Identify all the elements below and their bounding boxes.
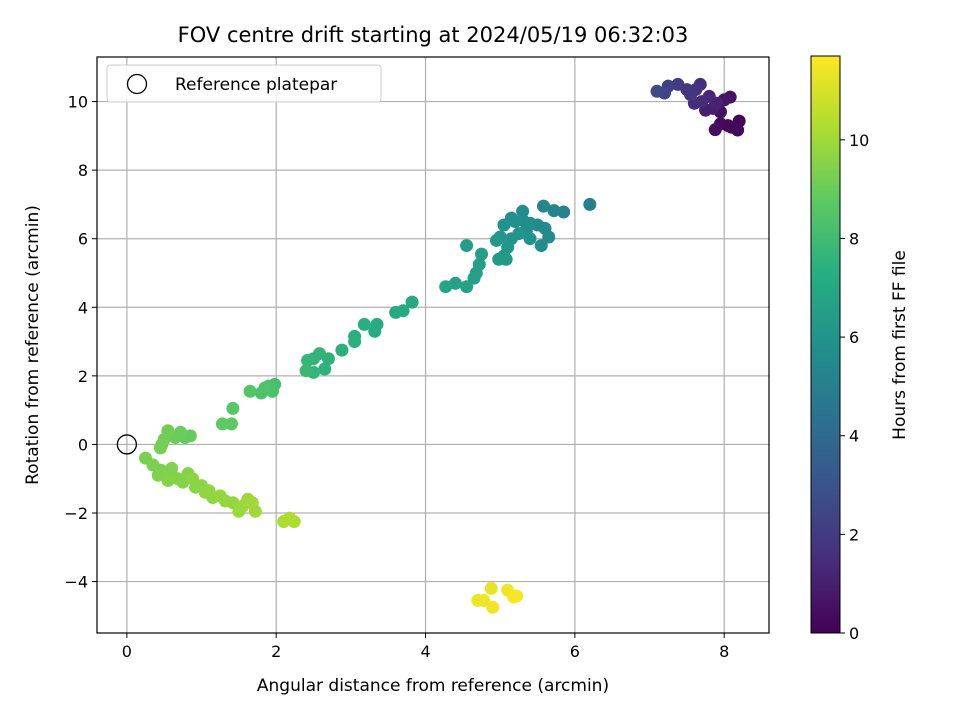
data-point [725, 120, 739, 134]
data-point [405, 295, 419, 309]
x-tick-label: 2 [271, 642, 281, 661]
y-tick-label: −4 [64, 573, 88, 592]
data-point [510, 589, 524, 603]
colorbar-tick-label: 0 [849, 624, 859, 643]
data-point [348, 335, 362, 349]
data-point [583, 197, 597, 211]
data-point [547, 204, 561, 218]
data-point [671, 77, 685, 91]
data-point [499, 252, 513, 266]
colorbar-tick-label: 2 [849, 525, 859, 544]
data-point [215, 417, 229, 431]
data-point [708, 123, 722, 137]
data-point [389, 305, 403, 319]
data-point [299, 364, 313, 378]
plot-frame [96, 56, 770, 634]
data-point [153, 441, 167, 455]
colorbar-label: Hours from first FF file [890, 250, 910, 440]
data-point [486, 600, 500, 614]
data-point [460, 280, 474, 294]
legend-marker-icon [126, 73, 148, 95]
data-point [301, 353, 315, 367]
colorbar-tick-label: 8 [849, 229, 859, 248]
data-point [538, 221, 552, 235]
colorbar-tick-label: 10 [849, 131, 869, 150]
data-point [484, 581, 498, 595]
legend-entry-label: Reference platepar [175, 75, 337, 95]
colorbar-tick-label: 4 [849, 427, 859, 446]
colorbar-gradient [810, 55, 841, 634]
legend: Reference platepar [106, 64, 382, 103]
y-tick-label: 2 [78, 367, 88, 386]
data-point [537, 199, 551, 213]
data-point [248, 504, 262, 518]
data-point [335, 343, 349, 357]
data-point [439, 280, 453, 294]
x-tick-label: 6 [570, 642, 580, 661]
reference-layer [116, 434, 138, 455]
reference-marker [116, 434, 138, 455]
x-axis-label: Angular distance from reference (arcmin) [257, 676, 609, 696]
data-point [489, 233, 503, 247]
x-axis-ticks: 0 2 4 6 8 [122, 633, 729, 661]
data-point [318, 362, 332, 376]
y-tick-label: 6 [78, 230, 88, 249]
data-point [224, 417, 238, 431]
data-point [477, 593, 491, 607]
y-tick-label: 0 [78, 435, 88, 454]
data-point [650, 84, 664, 98]
data-point [165, 461, 179, 475]
data-point [151, 468, 165, 482]
colorbar-ticks: 0 2 4 6 8 10 [840, 131, 869, 643]
data-point [287, 515, 301, 529]
data-point [161, 473, 175, 487]
y-tick-label: 4 [78, 298, 88, 317]
data-point [460, 239, 474, 253]
data-point [523, 232, 537, 246]
data-point [226, 401, 240, 415]
data-point [497, 218, 511, 232]
data-point [557, 205, 571, 219]
x-tick-label: 0 [122, 642, 132, 661]
y-axis-label: Rotation from reference (arcmin) [23, 205, 43, 485]
grid-lines [97, 57, 769, 633]
y-tick-label: 10 [68, 93, 88, 112]
data-point [357, 317, 371, 331]
data-point [243, 384, 257, 398]
chart-title: FOV centre drift starting at 2024/05/19 … [178, 23, 689, 47]
data-point [467, 271, 481, 285]
legend-box [106, 64, 382, 103]
data-point [368, 324, 382, 338]
x-tick-label: 8 [719, 642, 729, 661]
y-tick-label: −2 [64, 504, 88, 523]
data-points [139, 77, 746, 614]
x-tick-label: 4 [420, 642, 430, 661]
y-axis-ticks: −4 −2 0 2 4 6 8 10 [64, 93, 97, 592]
y-tick-label: 8 [78, 161, 88, 180]
data-point [534, 239, 548, 253]
data-point [475, 247, 489, 261]
colorbar: 0 2 4 6 8 10 Hours from first FF file [810, 55, 910, 643]
data-point [254, 386, 268, 400]
colorbar-tick-label: 6 [849, 328, 859, 347]
